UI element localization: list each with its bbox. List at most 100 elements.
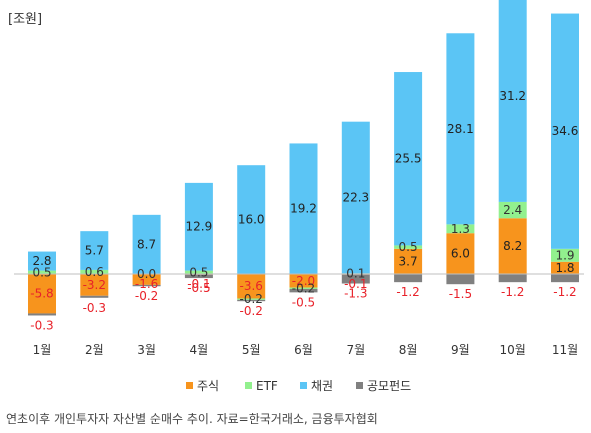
source-caption: 연초이후 개인투자자 자산별 순매수 추이. 자료=한국거래소, 금융투자협회	[6, 412, 378, 426]
data-label-public-fund-4: -0.5	[187, 281, 210, 295]
data-label-stock-10: 8.2	[503, 239, 522, 253]
data-label-etf-6: -0.2	[292, 281, 315, 295]
x-tick-11: 11월	[552, 343, 578, 357]
data-label-bond-7: 22.3	[342, 191, 369, 205]
bar-public-fund-10	[498, 274, 527, 283]
bar-etf-10	[498, 201, 527, 219]
bar-etf-11	[551, 248, 579, 262]
data-label-public-fund-10: -1.2	[501, 285, 524, 299]
data-label-etf-4: 0.5	[189, 265, 208, 279]
data-label-etf-11: 1.9	[555, 248, 574, 262]
bar-public-fund-5	[237, 299, 266, 302]
bar-bond-6	[289, 143, 318, 274]
legend-label-public-fund: 공모펀드	[367, 379, 411, 393]
x-tick-2: 2월	[85, 343, 104, 357]
bar-stock-3	[132, 274, 161, 285]
bar-stock-5	[237, 274, 266, 299]
data-label-bond-6: 19.2	[290, 202, 317, 216]
data-label-public-fund-6: -0.5	[292, 295, 315, 309]
bar-public-fund-11	[551, 274, 579, 283]
data-label-etf-9: 1.3	[451, 222, 470, 236]
bar-bond-10	[498, 0, 527, 202]
data-label-etf-1: 0.5	[32, 265, 51, 279]
bar-public-fund-1	[28, 313, 56, 316]
bar-bond-4	[184, 182, 213, 271]
data-label-stock-6: -2.0	[292, 274, 315, 288]
bar-stock-1	[28, 274, 56, 314]
x-tick-8: 8월	[399, 343, 418, 357]
x-tick-1: 1월	[33, 343, 52, 357]
x-tick-6: 6월	[294, 343, 313, 357]
legend: 주식 ETF 채권 공모펀드	[186, 379, 411, 393]
bar-etf-2	[80, 269, 109, 274]
data-label-etf-8: 0.5	[399, 240, 418, 254]
data-labels-layer: -5.80.52.8-0.3-3.20.65.7-0.3-1.60.08.7-0…	[30, 89, 578, 333]
x-tick-10: 10월	[500, 343, 526, 357]
legend-label-etf: ETF	[256, 379, 278, 393]
data-label-public-fund-3: -0.2	[135, 289, 158, 303]
data-label-stock-1: -5.8	[30, 287, 53, 301]
legend-label-bond: 채권	[311, 379, 333, 393]
data-label-public-fund-8: -1.2	[396, 285, 419, 299]
bar-bond-1	[28, 251, 56, 271]
data-label-bond-8: 25.5	[395, 152, 422, 166]
data-label-etf-7: 0.1	[346, 267, 365, 281]
bar-stock-8	[394, 248, 423, 274]
data-label-stock-11: 1.8	[555, 261, 574, 275]
bar-etf-6	[289, 287, 318, 289]
x-tick-5: 5월	[242, 343, 261, 357]
bars-layer	[28, 0, 579, 316]
x-tick-4: 4월	[190, 343, 209, 357]
bar-bond-3	[132, 214, 161, 274]
data-label-stock-5: -3.6	[239, 279, 262, 293]
bar-bond-7	[341, 121, 370, 274]
bar-stock-10	[498, 218, 527, 274]
data-label-etf-5: -0.2	[239, 292, 262, 306]
data-label-bond-2: 5.7	[85, 244, 104, 258]
bar-etf-5	[237, 298, 266, 300]
data-label-etf-2: 0.6	[85, 265, 104, 279]
data-label-public-fund-1: -0.3	[30, 318, 53, 332]
legend-swatch-public-fund	[356, 382, 363, 389]
bar-stock-11	[551, 261, 579, 274]
data-label-stock-9: 6.0	[451, 247, 470, 261]
bar-stock-2	[80, 274, 109, 296]
bar-public-fund-4	[184, 274, 213, 279]
legend-swatch-etf	[245, 382, 252, 389]
bar-public-fund-3	[132, 284, 161, 287]
bar-etf-1	[28, 270, 56, 274]
net-purchase-chart: -5.80.52.8-0.3-3.20.65.7-0.3-1.60.08.7-0…	[14, 0, 584, 393]
data-label-bond-3: 8.7	[137, 237, 156, 251]
data-label-stock-7: -0.1	[344, 277, 367, 291]
x-tick-7: 7월	[346, 343, 365, 357]
bar-etf-4	[184, 270, 213, 274]
x-tick-9: 9월	[451, 343, 470, 357]
data-label-etf-3: 0.0	[137, 267, 156, 281]
data-label-bond-4: 12.9	[186, 220, 213, 234]
data-label-stock-3: -1.6	[135, 277, 158, 291]
data-label-bond-1: 2.8	[32, 254, 51, 268]
bar-public-fund-2	[80, 295, 109, 298]
data-label-public-fund-2: -0.3	[83, 301, 106, 315]
data-label-etf-10: 2.4	[503, 203, 522, 217]
unit-label: [조원]	[8, 12, 43, 27]
bar-bond-11	[551, 13, 579, 249]
bar-bond-8	[394, 72, 423, 246]
bar-public-fund-9	[446, 274, 475, 285]
data-label-public-fund-7: -1.3	[344, 287, 367, 301]
bar-etf-9	[446, 224, 475, 234]
data-label-bond-11: 34.6	[552, 124, 579, 138]
bar-stock-6	[289, 274, 318, 288]
data-label-bond-5: 16.0	[238, 213, 265, 227]
legend-label-stock: 주식	[197, 379, 219, 393]
bar-etf-8	[394, 245, 423, 249]
data-label-public-fund-5: -0.2	[239, 304, 262, 318]
bar-public-fund-8	[394, 274, 423, 283]
x-axis-ticks: 1월 2월 3월 4월 5월 6월 7월 8월 9월 10월 11월	[33, 343, 579, 357]
x-tick-3: 3월	[137, 343, 156, 357]
bar-bond-5	[237, 165, 266, 274]
bar-bond-9	[446, 33, 475, 225]
legend-swatch-bond	[300, 382, 307, 389]
bar-stock-9	[446, 233, 475, 274]
bar-public-fund-7	[341, 274, 370, 284]
